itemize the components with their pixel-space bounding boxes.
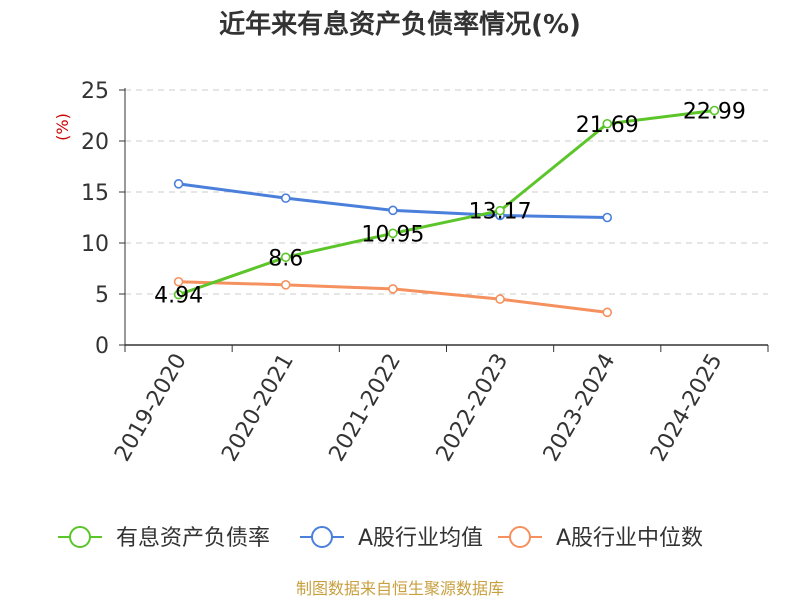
data-label: 4.94: [154, 284, 203, 309]
data-label: 10.95: [361, 222, 424, 247]
data-label: 13.17: [469, 200, 532, 225]
x-tick-label: 2021-2022: [325, 349, 407, 465]
y-tick-label: 15: [81, 181, 109, 206]
x-tick-label: 2023-2024: [539, 350, 621, 466]
y-tick-labels: 0 5 10 15 20 25: [81, 79, 109, 359]
x-tick-label: 2024-2025: [646, 350, 728, 466]
y-tick-label: 0: [95, 334, 109, 359]
data-labels: 4.94 8.6 10.95 13.17 21.69 22.99: [154, 100, 746, 309]
data-label: 22.99: [683, 100, 746, 125]
data-point: [602, 212, 613, 223]
legend-swatch-marker: [509, 526, 531, 548]
legend-label: 有息资产负债率: [116, 526, 270, 551]
x-tick-label: 2019-2020: [110, 350, 192, 466]
x-tick-label: 2020-2021: [217, 350, 299, 466]
legend-swatch-marker: [69, 526, 91, 548]
legend-label: A股行业均值: [358, 526, 483, 551]
legend-swatch-marker: [311, 526, 333, 548]
x-tick-labels: 2019-2020 2020-2021 2021-2022 2022-2023 2023…: [110, 349, 727, 465]
y-tick-label: 25: [81, 79, 109, 104]
y-tick-label: 20: [81, 130, 109, 155]
data-point: [602, 307, 613, 318]
data-point: [388, 284, 398, 294]
data-label: 8.6: [268, 246, 303, 271]
source-note: 制图数据来自恒生聚源数据库: [296, 579, 504, 598]
data-point: [280, 280, 291, 290]
data-point: [388, 205, 398, 216]
data-point: [173, 289, 184, 300]
y-tick-label: 10: [81, 232, 109, 257]
x-tick-label: 2022-2023: [432, 350, 514, 466]
data-point: [495, 205, 505, 216]
legend-label: A股行业中位数: [556, 526, 703, 551]
y-tick-label: 5: [95, 283, 109, 308]
series-lines: [173, 105, 720, 318]
y-axis-label: (%): [53, 113, 72, 141]
data-point: [495, 294, 505, 304]
axes: [119, 88, 769, 352]
data-point: [280, 193, 291, 203]
grid-lines: [125, 89, 768, 295]
data-point: [280, 252, 291, 263]
data-point: [173, 276, 184, 287]
series-line: [178, 109, 715, 297]
data-point: [388, 228, 398, 239]
data-point: [602, 118, 613, 129]
data-label: 21.69: [576, 113, 639, 138]
data-point: [173, 179, 184, 189]
legend: 有息资产负债率 A股行业均值 A股行业中位数: [58, 526, 703, 551]
data-point: [709, 105, 720, 116]
chart-title: 近年来有息资产负债率情况(%): [219, 9, 581, 40]
